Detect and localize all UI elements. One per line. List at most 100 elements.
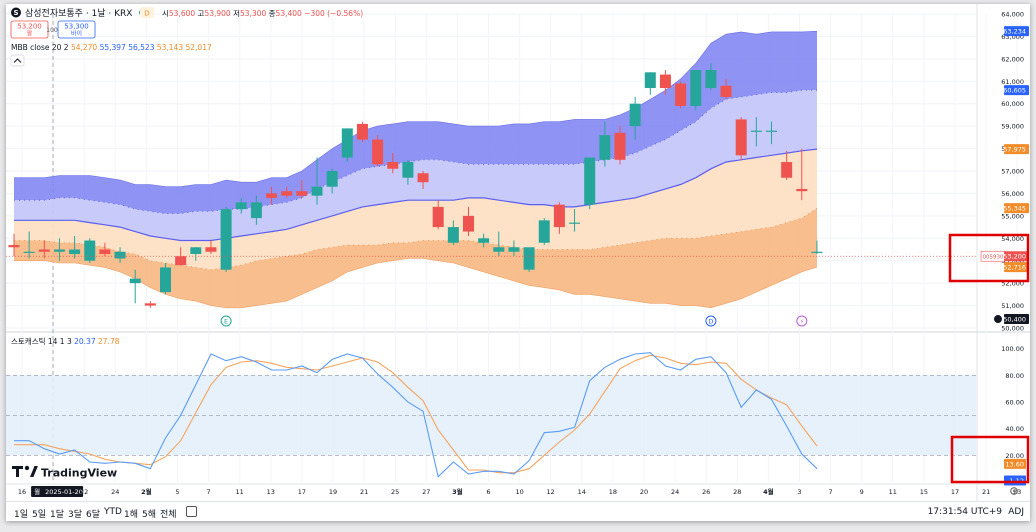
candle-body[interactable] [659, 74, 671, 89]
timeframe-all[interactable]: 전체 [160, 510, 177, 520]
indicator-legend[interactable]: MBB close 20 2 54,270 55,397 56,523 53,1… [11, 43, 212, 52]
stoch-legend[interactable]: 스토캐스틱 14 1 3 20.37 27.78 [11, 336, 120, 346]
timeframe-1y[interactable]: 1해 [124, 510, 139, 520]
candle-body[interactable] [705, 70, 717, 89]
candle-body[interactable] [341, 128, 353, 158]
candle-body[interactable] [190, 247, 202, 254]
candle-body[interactable] [235, 202, 247, 210]
candle-body[interactable] [266, 193, 278, 198]
candle-body[interactable] [417, 173, 429, 183]
candle-body[interactable] [281, 191, 293, 196]
candle-body[interactable] [538, 220, 550, 243]
candle-body[interactable] [356, 123, 368, 140]
candle-body[interactable] [250, 202, 262, 219]
calendar-icon[interactable] [186, 506, 197, 517]
candle-body[interactable] [735, 119, 747, 156]
candle-body[interactable] [553, 204, 565, 228]
candle-body[interactable] [372, 139, 384, 165]
candle-body[interactable] [114, 251, 126, 259]
candle-body[interactable] [463, 215, 474, 232]
candle-body[interactable] [750, 130, 762, 132]
high-value: 53,900 [204, 9, 230, 18]
candle-body[interactable] [523, 247, 535, 270]
time-axis-tick-label: 12 [547, 488, 555, 496]
time-axis-tick-label: 3 [797, 488, 801, 496]
candle-body[interactable] [614, 132, 626, 160]
adj-toggle[interactable]: ADJ [1008, 507, 1024, 517]
time-axis-tick-label: 16 [18, 488, 26, 496]
event-marker[interactable] [220, 315, 232, 327]
timeframe-ytd[interactable]: YTD [104, 507, 122, 517]
candle-body[interactable] [720, 85, 732, 97]
candle-body[interactable] [99, 249, 111, 254]
timeframe-3m[interactable]: 3달 [68, 510, 83, 520]
candle-body[interactable] [781, 162, 793, 178]
spread-value: 100 [46, 27, 58, 34]
price-axis-tick-label: 50,000 [1001, 325, 1024, 333]
candle-body[interactable] [160, 267, 171, 293]
band-plus1-line [14, 89, 818, 214]
candle-body[interactable] [796, 188, 808, 192]
sell-button[interactable]: 53,200 팔 [10, 20, 49, 39]
event-marker-label: D [708, 318, 713, 326]
candle-body[interactable] [766, 130, 777, 132]
candle-body[interactable] [811, 251, 823, 253]
chart-header: S 삼성전자보통주 · 1날 · KRX D 시53,600 고53,900 저… [10, 7, 363, 67]
time-axis-tick-label: 27 [422, 488, 430, 496]
candle-body[interactable] [629, 103, 641, 127]
event-marker[interactable] [705, 315, 717, 327]
candle-body[interactable] [311, 186, 323, 196]
candle-body[interactable] [447, 227, 459, 243]
candle-body[interactable] [8, 245, 20, 248]
candle-body[interactable] [478, 238, 490, 243]
candle-body[interactable] [205, 247, 217, 252]
chevron-up-icon[interactable] [10, 54, 25, 67]
timeframe-1d[interactable]: 1일 [14, 510, 29, 520]
stoch-value-text: 13.60 [1005, 460, 1024, 468]
candle-body[interactable] [432, 206, 444, 228]
candle-body[interactable] [23, 251, 35, 253]
candle-body[interactable] [296, 191, 308, 196]
candle-body[interactable] [508, 247, 520, 252]
timeframe-5y[interactable]: 5해 [142, 510, 157, 520]
price-label-text: 57,975 [1003, 146, 1026, 154]
timeframe-1m[interactable]: 1달 [50, 510, 65, 520]
candle-body[interactable] [675, 83, 687, 106]
candle-body[interactable] [387, 162, 399, 169]
time-axis-tick-label: 3월 [452, 487, 463, 496]
price-axis-tick-label: 56,000 [1001, 190, 1024, 198]
candle-body[interactable] [599, 135, 611, 160]
close-label: 종 [269, 9, 276, 18]
candle-body[interactable] [53, 249, 65, 252]
stoch-d-line [14, 354, 818, 474]
candle-body[interactable] [84, 240, 96, 261]
crosshair-plus-icon[interactable] [994, 315, 1002, 324]
symbol-price-tag-text: 005930 [983, 255, 1004, 261]
candle-body[interactable] [690, 70, 702, 106]
candle-body[interactable] [175, 256, 187, 266]
time-axis-tick-label: 18 [609, 488, 617, 496]
candle-body[interactable] [129, 278, 141, 284]
timeframe-5d[interactable]: 5일 [32, 510, 47, 520]
buy-label: 바이 [71, 30, 82, 38]
candle-body[interactable] [584, 157, 596, 205]
candle-body[interactable] [326, 171, 338, 187]
candle-body[interactable] [144, 303, 156, 306]
candle-body[interactable] [493, 247, 505, 252]
candle-body[interactable] [402, 162, 414, 178]
candle-body[interactable] [38, 249, 50, 252]
candle-body[interactable] [644, 72, 656, 89]
candle-body[interactable] [69, 249, 81, 254]
gear-icon[interactable] [1010, 487, 1018, 495]
timeframe-6m[interactable]: 6달 [86, 510, 101, 520]
buy-button[interactable]: 53,300 바이 [57, 20, 96, 39]
candle-body[interactable] [220, 209, 232, 270]
band-upper-fill [14, 31, 817, 214]
symbol-title[interactable]: 삼성전자보통주 · 1날 · KRX [25, 8, 132, 19]
tv-mark-icon [12, 466, 23, 477]
bottom-toolbar: 1일 5일 1달 3달 6달 YTD 1해 5해 전체 17:31:54 UTC… [6, 501, 1030, 521]
indicator-v3: 56,523 [128, 43, 154, 52]
time-axis-tick-label: 20 [640, 488, 648, 496]
event-marker[interactable] [796, 315, 808, 327]
candle-body[interactable] [569, 222, 581, 224]
